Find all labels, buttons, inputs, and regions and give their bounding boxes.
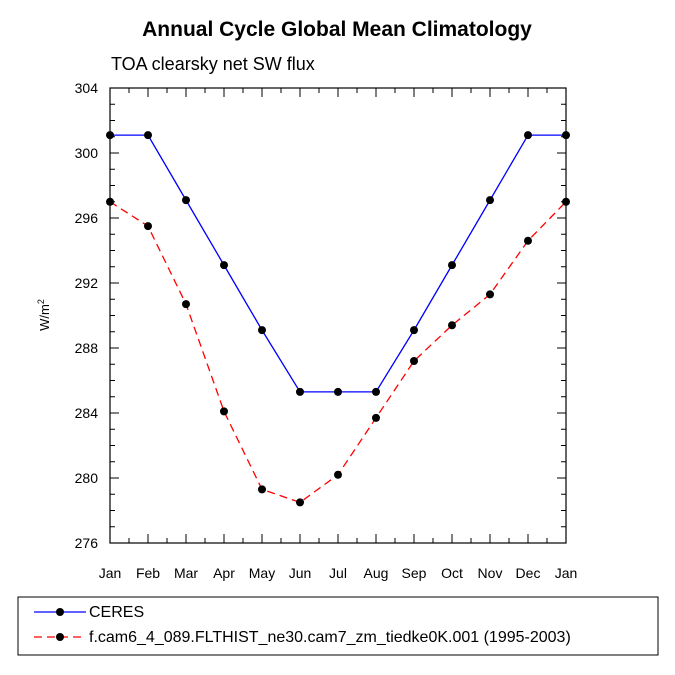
data-point-ceres — [524, 131, 532, 140]
legend-label: CERES — [89, 604, 144, 621]
data-point-f-cam6-4-089-flthist-ne30-cam7 — [410, 357, 418, 365]
data-point-f-cam6-4-089-flthist-ne30-cam7 — [296, 498, 304, 507]
x-tick-label: Sep — [402, 565, 427, 581]
data-point-f-cam6-4-089-flthist-ne30-cam7 — [334, 470, 342, 479]
data-point-ceres — [144, 131, 152, 140]
x-tick-label: Apr — [213, 565, 235, 581]
data-point-f-cam6-4-089-flthist-ne30-cam7 — [258, 485, 266, 494]
chart-title: Annual Cycle Global Mean Climatology — [142, 18, 532, 41]
data-point-ceres — [486, 196, 494, 205]
x-tick-label: May — [249, 565, 275, 581]
y-tick-label: 276 — [75, 535, 99, 551]
data-point-f-cam6-4-089-flthist-ne30-cam7 — [524, 236, 532, 245]
series-layer — [106, 131, 570, 507]
data-point-ceres — [182, 196, 190, 205]
data-point-ceres — [372, 387, 380, 396]
x-tick-label: Jan — [555, 565, 578, 581]
y-axis-label: W/m2 — [36, 299, 52, 331]
data-point-f-cam6-4-089-flthist-ne30-cam7 — [182, 300, 190, 309]
chart-subtitle: TOA clearsky net SW flux — [111, 54, 315, 74]
legend-label: f.cam6_4_089.FLTHIST_ne30.cam7_zm_tiedke… — [89, 629, 571, 646]
x-tick-label: Mar — [174, 565, 198, 581]
y-axis-label-exponent: 2 — [36, 299, 46, 304]
x-tick-label: Jun — [289, 565, 312, 581]
x-tick-label: Feb — [136, 565, 160, 581]
data-point-f-cam6-4-089-flthist-ne30-cam7 — [486, 290, 494, 299]
svg-text:W/m2: W/m2 — [36, 299, 52, 331]
y-axis-label-unit: W/m — [37, 304, 52, 331]
x-tick-label: Jan — [99, 565, 122, 581]
y-tick-label: 280 — [75, 470, 99, 486]
legend-box — [17, 596, 659, 656]
axis-tick-labels: Jan Feb Mar Apr May Jun Jul Aug Sep Oct Nov Dec Jan2… — [75, 80, 578, 581]
data-point-ceres — [220, 261, 228, 270]
x-tick-label: Jul — [329, 565, 347, 581]
y-tick-label: 296 — [75, 210, 99, 226]
series-line-ceres — [110, 134, 566, 393]
legend: CERES f.cam6_4_089.FLTHIST_ne30.cam7_zm_t… — [17, 596, 659, 656]
y-tick-label: 304 — [75, 80, 99, 96]
data-point-ceres — [448, 261, 456, 270]
axis-ticks — [109, 87, 567, 544]
data-point-f-cam6-4-089-flthist-ne30-cam7 — [448, 321, 456, 330]
y-tick-label: 292 — [75, 275, 99, 291]
legend-marker — [56, 608, 64, 616]
series-line-f-cam6-4-089-flthist-ne30-cam7 — [109, 201, 567, 504]
plot-frame — [109, 87, 567, 544]
x-tick-label: Nov — [478, 565, 503, 581]
data-point-ceres — [334, 387, 342, 396]
y-tick-label: 300 — [75, 145, 99, 161]
data-point-f-cam6-4-089-flthist-ne30-cam7 — [220, 407, 228, 416]
data-point-f-cam6-4-089-flthist-ne30-cam7 — [144, 222, 152, 231]
data-point-f-cam6-4-089-flthist-ne30-cam7 — [372, 413, 380, 422]
data-point-ceres — [258, 326, 266, 335]
x-tick-label: Oct — [441, 565, 463, 581]
legend-marker — [56, 633, 64, 641]
y-tick-label: 288 — [75, 340, 99, 356]
y-tick-label: 284 — [75, 405, 99, 421]
data-point-ceres — [410, 326, 418, 335]
x-tick-label: Dec — [516, 565, 541, 581]
x-tick-label: Aug — [364, 565, 389, 581]
data-point-ceres — [296, 387, 304, 396]
